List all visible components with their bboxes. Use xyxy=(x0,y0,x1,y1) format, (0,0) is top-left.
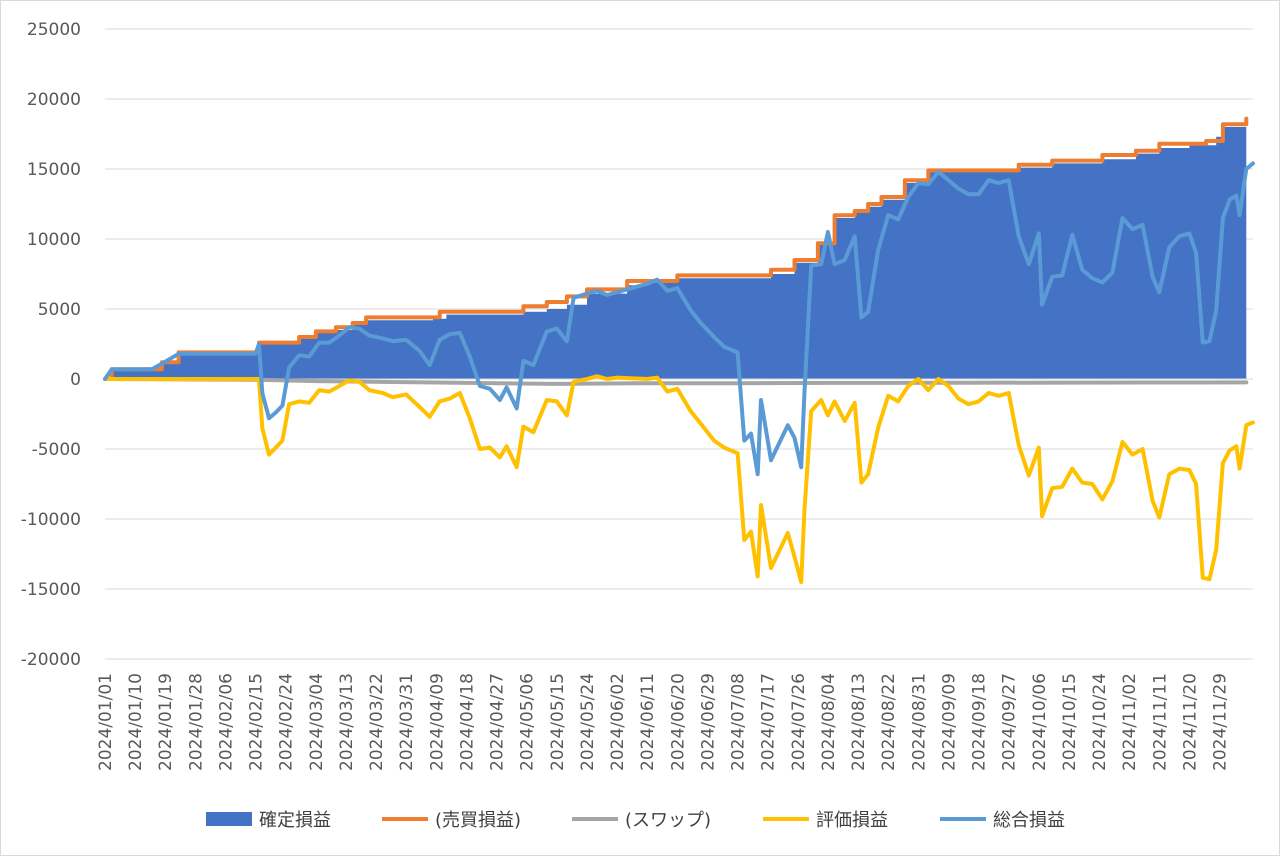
x-tick-label: 2024/07/26 xyxy=(789,673,809,771)
x-tick-label: 2024/03/04 xyxy=(307,673,327,771)
x-tick-label: 2024/02/15 xyxy=(247,673,267,771)
legend-label: 評価損益 xyxy=(816,810,888,831)
y-tick-label: 5000 xyxy=(38,300,81,320)
y-tick-label: 15000 xyxy=(27,160,81,180)
x-tick-label: 2024/01/28 xyxy=(186,673,206,771)
x-tick-label: 2024/02/24 xyxy=(277,673,297,771)
legend-item: (売買損益) xyxy=(382,810,521,831)
x-tick-label: 2024/03/31 xyxy=(397,673,417,771)
x-tick-label: 2024/05/15 xyxy=(548,673,568,771)
area-layer xyxy=(105,122,1247,380)
x-tick-label: 2024/01/19 xyxy=(156,673,176,771)
legend-label: 確定損益 xyxy=(259,810,331,831)
x-tick-label: 2024/11/20 xyxy=(1180,673,1200,771)
series-area-kakutei xyxy=(105,122,1247,380)
x-tick-label: 2024/08/31 xyxy=(909,673,929,771)
x-tick-label: 2024/04/09 xyxy=(427,673,447,771)
legend-item: 評価損益 xyxy=(763,810,888,831)
line-layer xyxy=(103,116,1255,584)
series-line-sougou xyxy=(103,161,1255,477)
x-tick-label: 2024/08/13 xyxy=(849,673,869,771)
x-tick-label: 2024/10/06 xyxy=(1030,673,1050,771)
x-tick-label: 2024/10/24 xyxy=(1090,673,1110,771)
x-tick-label: 2024/04/27 xyxy=(488,673,508,771)
x-tick-label: 2024/08/22 xyxy=(879,673,899,771)
x-tick-label: 2024/05/24 xyxy=(578,673,598,771)
legend-label: 総合損益 xyxy=(993,810,1065,831)
x-tick-label: 2024/06/20 xyxy=(668,673,688,771)
legend: 確定損益 (売買損益) (スワップ) 評価損益 総合損益 xyxy=(206,810,1065,831)
x-tick-label: 2024/04/18 xyxy=(457,673,477,771)
y-tick-label: 0 xyxy=(70,370,81,390)
x-tick-label: 2024/03/13 xyxy=(337,673,357,771)
x-tick-label: 2024/11/02 xyxy=(1120,673,1140,771)
x-tick-label: 2024/06/11 xyxy=(638,673,658,771)
y-tick-label: 10000 xyxy=(27,230,81,250)
x-tick-label: 2024/07/08 xyxy=(729,673,749,771)
x-tick-label: 2024/05/06 xyxy=(518,673,538,771)
y-tick-label: 20000 xyxy=(27,90,81,110)
legend-label: (スワップ) xyxy=(625,810,711,831)
x-tick-label: 2024/07/17 xyxy=(759,673,779,771)
legend-item: 総合損益 xyxy=(940,810,1065,831)
x-tick-label: 2024/02/06 xyxy=(216,673,236,771)
series-line-baibai xyxy=(103,116,1249,381)
legend-label: (売買損益) xyxy=(435,810,521,831)
x-tick-label: 2024/06/29 xyxy=(698,673,718,771)
y-tick-label: -20000 xyxy=(21,650,81,670)
series-line-swap xyxy=(103,377,1249,386)
y-tick-label: -15000 xyxy=(21,580,81,600)
x-tick-label: 2024/09/18 xyxy=(970,673,990,771)
x-tick-label: 2024/01/10 xyxy=(126,673,146,771)
y-tick-label: -5000 xyxy=(32,440,81,460)
y-tick-label: -10000 xyxy=(21,510,81,530)
x-axis-ticks: 2024/01/01 2024/01/10 2024/01/19 2024/01/28… xyxy=(96,673,1231,771)
x-tick-label: 2024/11/11 xyxy=(1150,673,1170,771)
x-tick-label: 2024/01/01 xyxy=(96,673,116,771)
x-tick-label: 2024/11/29 xyxy=(1211,673,1231,771)
x-tick-label: 2024/09/09 xyxy=(939,673,959,771)
x-tick-label: 2024/08/04 xyxy=(819,673,839,771)
x-tick-label: 2024/06/02 xyxy=(608,673,628,771)
series-line-hyouka xyxy=(103,374,1255,584)
legend-item: 確定損益 xyxy=(206,810,331,831)
legend-swatch xyxy=(206,812,252,826)
y-axis-ticks: 25000 20000 15000 10000 5000 0 -5000 -10000 -150… xyxy=(21,20,81,670)
x-tick-label: 2024/10/15 xyxy=(1060,673,1080,771)
y-tick-label: 25000 xyxy=(27,20,81,40)
x-tick-label: 2024/09/27 xyxy=(1000,673,1020,771)
x-tick-label: 2024/03/22 xyxy=(367,673,387,771)
legend-item: (スワップ) xyxy=(572,810,711,831)
